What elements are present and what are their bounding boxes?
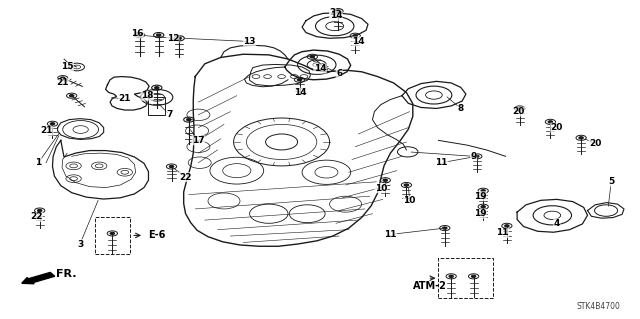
Text: 19: 19 [474,192,486,201]
Circle shape [110,233,115,234]
Text: 21: 21 [56,78,69,87]
Text: 11: 11 [435,158,448,167]
Text: 22: 22 [30,212,43,221]
Text: 14: 14 [330,11,342,20]
Circle shape [481,190,485,192]
Text: ATM-2: ATM-2 [413,280,447,291]
Text: 18: 18 [141,91,154,100]
Circle shape [138,34,141,36]
Circle shape [548,121,552,123]
Text: 5: 5 [608,177,614,186]
Text: 21: 21 [118,94,131,103]
Text: 20: 20 [589,139,602,148]
Bar [95,217,130,254]
Circle shape [38,210,42,211]
Circle shape [481,206,485,208]
Circle shape [518,108,522,109]
Circle shape [443,227,447,229]
Text: 22: 22 [179,173,192,182]
Circle shape [353,35,357,37]
Text: 11: 11 [496,228,509,237]
Circle shape [449,275,453,277]
FancyArrow shape [22,272,55,284]
Text: 12: 12 [166,34,179,43]
Text: 4: 4 [554,219,560,228]
Text: 20: 20 [550,123,563,132]
Circle shape [187,119,191,121]
Circle shape [155,87,159,89]
Text: 16: 16 [131,29,144,38]
Text: 19: 19 [474,209,486,218]
Text: 3: 3 [77,240,83,249]
Text: 6: 6 [336,69,342,78]
Text: 11: 11 [384,230,397,239]
Text: 14: 14 [352,37,365,46]
Circle shape [51,123,54,125]
Text: 13: 13 [243,37,256,46]
Circle shape [170,166,173,167]
Circle shape [404,184,408,186]
Circle shape [336,10,340,12]
Text: 2: 2 [330,8,336,17]
Circle shape [472,275,476,277]
Text: 14: 14 [314,64,326,73]
Circle shape [505,225,509,227]
Circle shape [579,137,583,139]
Text: 9: 9 [470,152,477,161]
Circle shape [383,179,387,181]
Circle shape [475,155,479,157]
Bar [438,258,493,298]
Text: 17: 17 [192,136,205,145]
Circle shape [61,77,65,79]
Bar [148,97,165,115]
Text: FR.: FR. [56,269,77,279]
Text: 15: 15 [61,63,74,71]
Text: 14: 14 [294,88,307,97]
Circle shape [177,37,181,39]
Text: 20: 20 [512,107,525,116]
Circle shape [310,56,314,58]
Text: 1: 1 [35,158,42,167]
Text: 10: 10 [374,184,387,193]
Circle shape [157,34,161,36]
Circle shape [298,79,301,81]
Text: 21: 21 [40,126,53,135]
Text: 8: 8 [458,104,464,113]
Text: 10: 10 [403,197,416,205]
Text: STK4B4700: STK4B4700 [577,302,621,311]
Text: 7: 7 [166,110,173,119]
Circle shape [70,95,74,97]
Text: E-6: E-6 [148,230,166,241]
